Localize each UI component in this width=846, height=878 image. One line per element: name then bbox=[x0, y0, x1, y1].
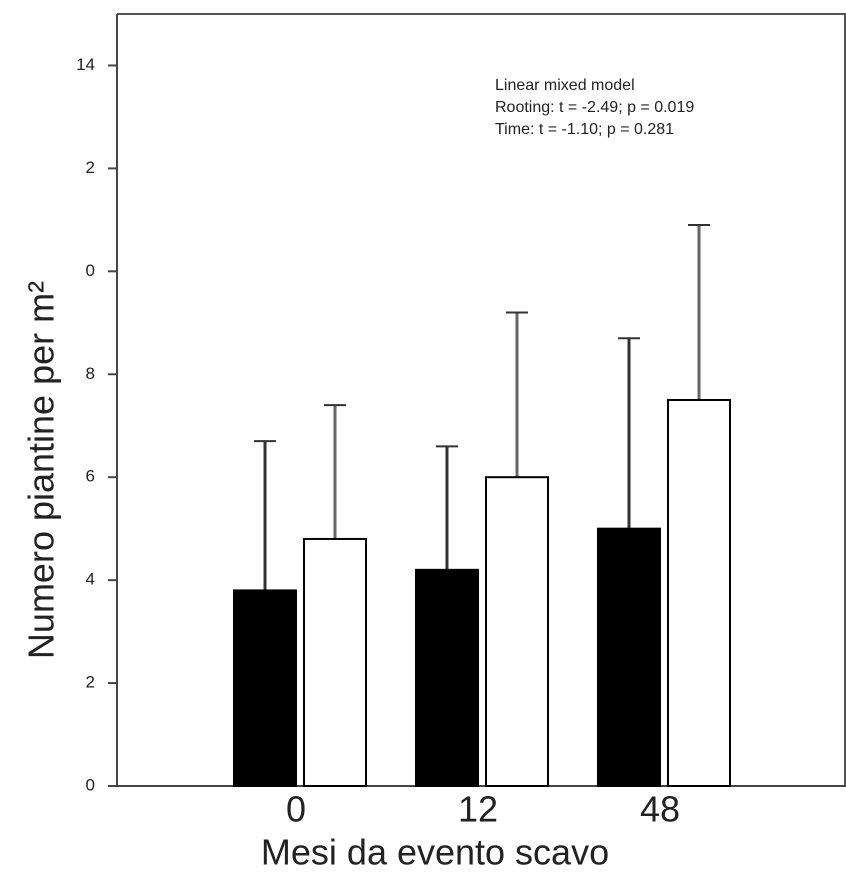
y-tick-label: 14 bbox=[76, 55, 95, 74]
bar bbox=[303, 537, 367, 788]
y-axis-label: Numero piantine per m² bbox=[21, 281, 62, 659]
bar bbox=[415, 568, 479, 788]
y-tick-label: 2 bbox=[86, 158, 95, 177]
annotation: Time: t = -1.10; p = 0.281 bbox=[495, 121, 674, 138]
y-tick-label: 4 bbox=[86, 570, 95, 589]
bar bbox=[667, 399, 731, 787]
y-tick-label: 8 bbox=[86, 364, 95, 383]
annotation: Linear mixed model bbox=[495, 77, 635, 94]
x-tick-label: 48 bbox=[640, 789, 680, 830]
bar bbox=[233, 589, 297, 788]
x-axis-label: Mesi da evento scavo bbox=[261, 832, 609, 873]
y-tick-label: 0 bbox=[86, 775, 95, 794]
annotation: Rooting: t = -2.49; p = 0.019 bbox=[495, 99, 694, 116]
y-tick-label: 6 bbox=[86, 467, 95, 486]
y-tick-label: 0 bbox=[86, 261, 95, 280]
bar bbox=[485, 476, 549, 787]
bar bbox=[597, 527, 661, 788]
x-tick-label: 12 bbox=[458, 789, 498, 830]
y-tick-label: 2 bbox=[86, 673, 95, 692]
x-tick-label: 0 bbox=[286, 789, 306, 830]
